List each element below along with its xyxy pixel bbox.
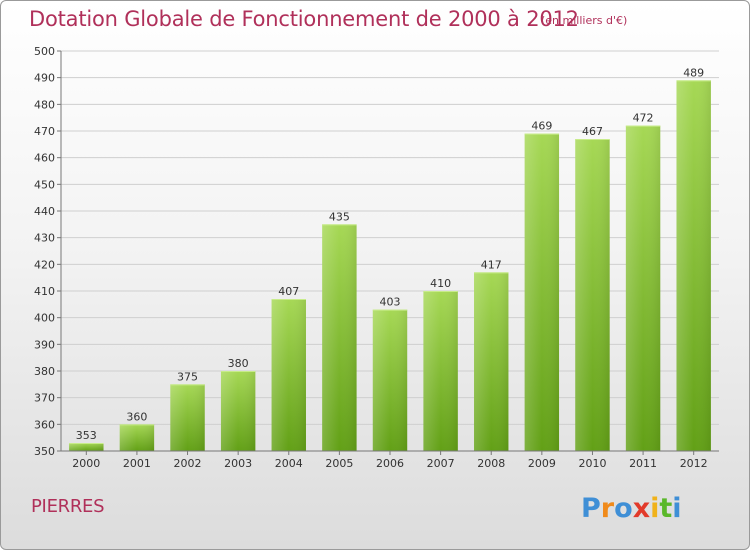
bar-shade-2011 <box>625 125 661 452</box>
bar-shade-2004 <box>271 299 306 451</box>
y-tick-label: 500 <box>34 45 55 58</box>
y-tick-label: 460 <box>34 152 55 165</box>
value-label-2001: 360 <box>126 410 147 423</box>
bar-shade-2007 <box>423 291 458 451</box>
bar-shade-2006 <box>372 309 408 451</box>
y-tick-label: 470 <box>34 125 55 138</box>
x-tick-label-2005: 2005 <box>325 457 353 470</box>
bar-shade-2010 <box>575 139 610 451</box>
x-tick-label-2001: 2001 <box>123 457 151 470</box>
chart-unit: (en milliers d'€) <box>541 14 628 27</box>
x-tick-label-2006: 2006 <box>376 457 404 470</box>
value-label-2002: 375 <box>177 370 198 383</box>
y-tick-label: 480 <box>34 98 55 111</box>
value-label-2008: 417 <box>481 258 502 271</box>
y-tick-label: 390 <box>34 338 55 351</box>
y-tick-label: 350 <box>34 445 55 458</box>
x-tick-label-2011: 2011 <box>629 457 657 470</box>
x-tick-label-2010: 2010 <box>578 457 606 470</box>
x-tick-label-2009: 2009 <box>528 457 556 470</box>
bar-shade-2005 <box>322 224 357 451</box>
y-tick-label: 490 <box>34 72 55 85</box>
y-tick-label: 380 <box>34 365 55 378</box>
bar-shade-2002 <box>170 384 205 451</box>
value-label-2000: 353 <box>76 429 97 442</box>
x-tick-label-2008: 2008 <box>477 457 505 470</box>
chart-title: Dotation Globale de Fonctionnement de 20… <box>29 7 579 31</box>
x-tick-label-2003: 2003 <box>224 457 252 470</box>
value-label-2004: 407 <box>278 285 299 298</box>
commune-name: PIERRES <box>31 496 105 517</box>
bar-shade-2000 <box>69 443 104 451</box>
value-label-2009: 469 <box>531 120 552 133</box>
proxiti-logo: Proxiti <box>581 493 682 524</box>
y-tick-label: 370 <box>34 392 55 405</box>
value-label-2011: 472 <box>633 112 654 125</box>
value-label-2003: 380 <box>228 357 249 370</box>
y-tick-label: 450 <box>34 178 55 191</box>
x-tick-label-2002: 2002 <box>174 457 202 470</box>
value-label-2006: 403 <box>380 296 401 309</box>
y-tick-label: 430 <box>34 232 55 245</box>
bar-shade-2012 <box>676 80 711 451</box>
x-tick-label-2012: 2012 <box>680 457 708 470</box>
y-tick-label: 410 <box>34 285 55 298</box>
value-label-2005: 435 <box>329 210 350 223</box>
value-label-2012: 489 <box>683 66 704 79</box>
y-tick-label: 360 <box>34 418 55 431</box>
bar-shade-2003 <box>220 371 256 451</box>
value-label-2007: 410 <box>430 277 451 290</box>
value-label-2010: 467 <box>582 125 603 138</box>
x-tick-label-2007: 2007 <box>427 457 455 470</box>
x-tick-label-2004: 2004 <box>275 457 303 470</box>
y-tick-label: 440 <box>34 205 55 218</box>
bar-shade-2009 <box>524 133 560 451</box>
bar-shade-2008 <box>474 272 509 451</box>
bar-shade-2001 <box>119 424 155 451</box>
svg-text:Proxiti: Proxiti <box>581 493 682 524</box>
y-tick-label: 400 <box>34 312 55 325</box>
y-tick-label: 420 <box>34 258 55 271</box>
x-tick-label-2000: 2000 <box>72 457 100 470</box>
